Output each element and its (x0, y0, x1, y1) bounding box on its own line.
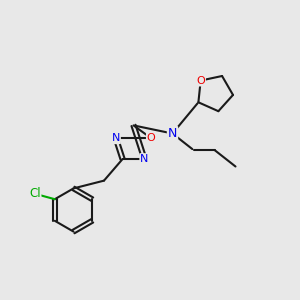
Text: O: O (147, 133, 156, 143)
Text: N: N (140, 154, 148, 164)
Text: N: N (168, 127, 177, 140)
Text: O: O (196, 76, 205, 85)
Text: N: N (112, 133, 120, 143)
Text: Cl: Cl (29, 187, 40, 200)
